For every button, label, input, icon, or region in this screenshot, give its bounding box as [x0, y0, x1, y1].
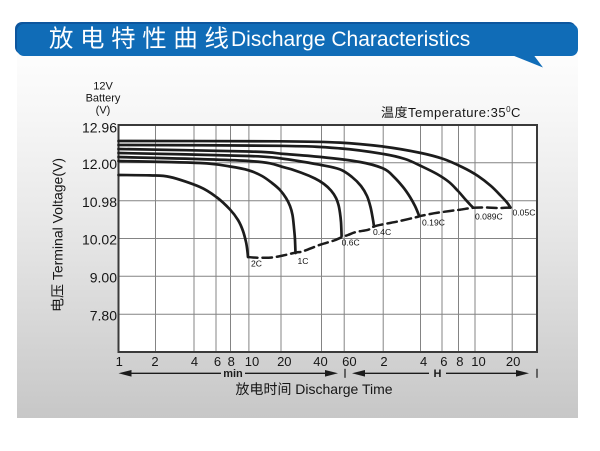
svg-text:0.19C: 0.19C: [422, 218, 445, 228]
svg-text:10: 10: [471, 354, 485, 369]
svg-text:0.05C: 0.05C: [513, 208, 536, 218]
svg-text:12.00: 12.00: [82, 156, 117, 172]
svg-text:Terminal Voltage(V): Terminal Voltage(V): [50, 158, 66, 280]
svg-text:20: 20: [506, 354, 520, 369]
svg-text:2: 2: [151, 354, 158, 369]
svg-text:8: 8: [456, 354, 463, 369]
svg-text:20: 20: [277, 354, 291, 369]
svg-text:2C: 2C: [251, 259, 262, 269]
svg-text:4: 4: [191, 354, 198, 369]
svg-text:Temperature:350C: Temperature:350C: [408, 105, 521, 120]
svg-text:40: 40: [313, 354, 327, 369]
svg-text:10: 10: [245, 354, 259, 369]
svg-text:1C: 1C: [298, 256, 309, 266]
svg-text:10.02: 10.02: [82, 232, 117, 248]
svg-text:6: 6: [214, 354, 221, 369]
svg-text:2: 2: [380, 354, 387, 369]
svg-text:6: 6: [440, 354, 447, 369]
svg-text:min: min: [223, 368, 243, 380]
svg-text:4: 4: [420, 354, 427, 369]
svg-text:8: 8: [228, 354, 235, 369]
svg-text:Discharge Time: Discharge Time: [295, 381, 392, 397]
svg-text:1: 1: [116, 354, 123, 369]
svg-text:60: 60: [342, 354, 356, 369]
svg-text:H: H: [434, 368, 442, 380]
svg-text:10.98: 10.98: [82, 194, 117, 210]
svg-text:7.80: 7.80: [90, 307, 117, 323]
svg-text:0.6C: 0.6C: [342, 238, 360, 248]
svg-text:(V): (V): [96, 105, 111, 117]
svg-text:12V: 12V: [93, 81, 113, 93]
svg-text:0.4C: 0.4C: [373, 227, 391, 237]
svg-text:9.00: 9.00: [90, 269, 117, 285]
svg-text:0.089C: 0.089C: [475, 212, 503, 222]
svg-text:Battery: Battery: [86, 93, 121, 105]
svg-text:12.96: 12.96: [82, 119, 117, 135]
